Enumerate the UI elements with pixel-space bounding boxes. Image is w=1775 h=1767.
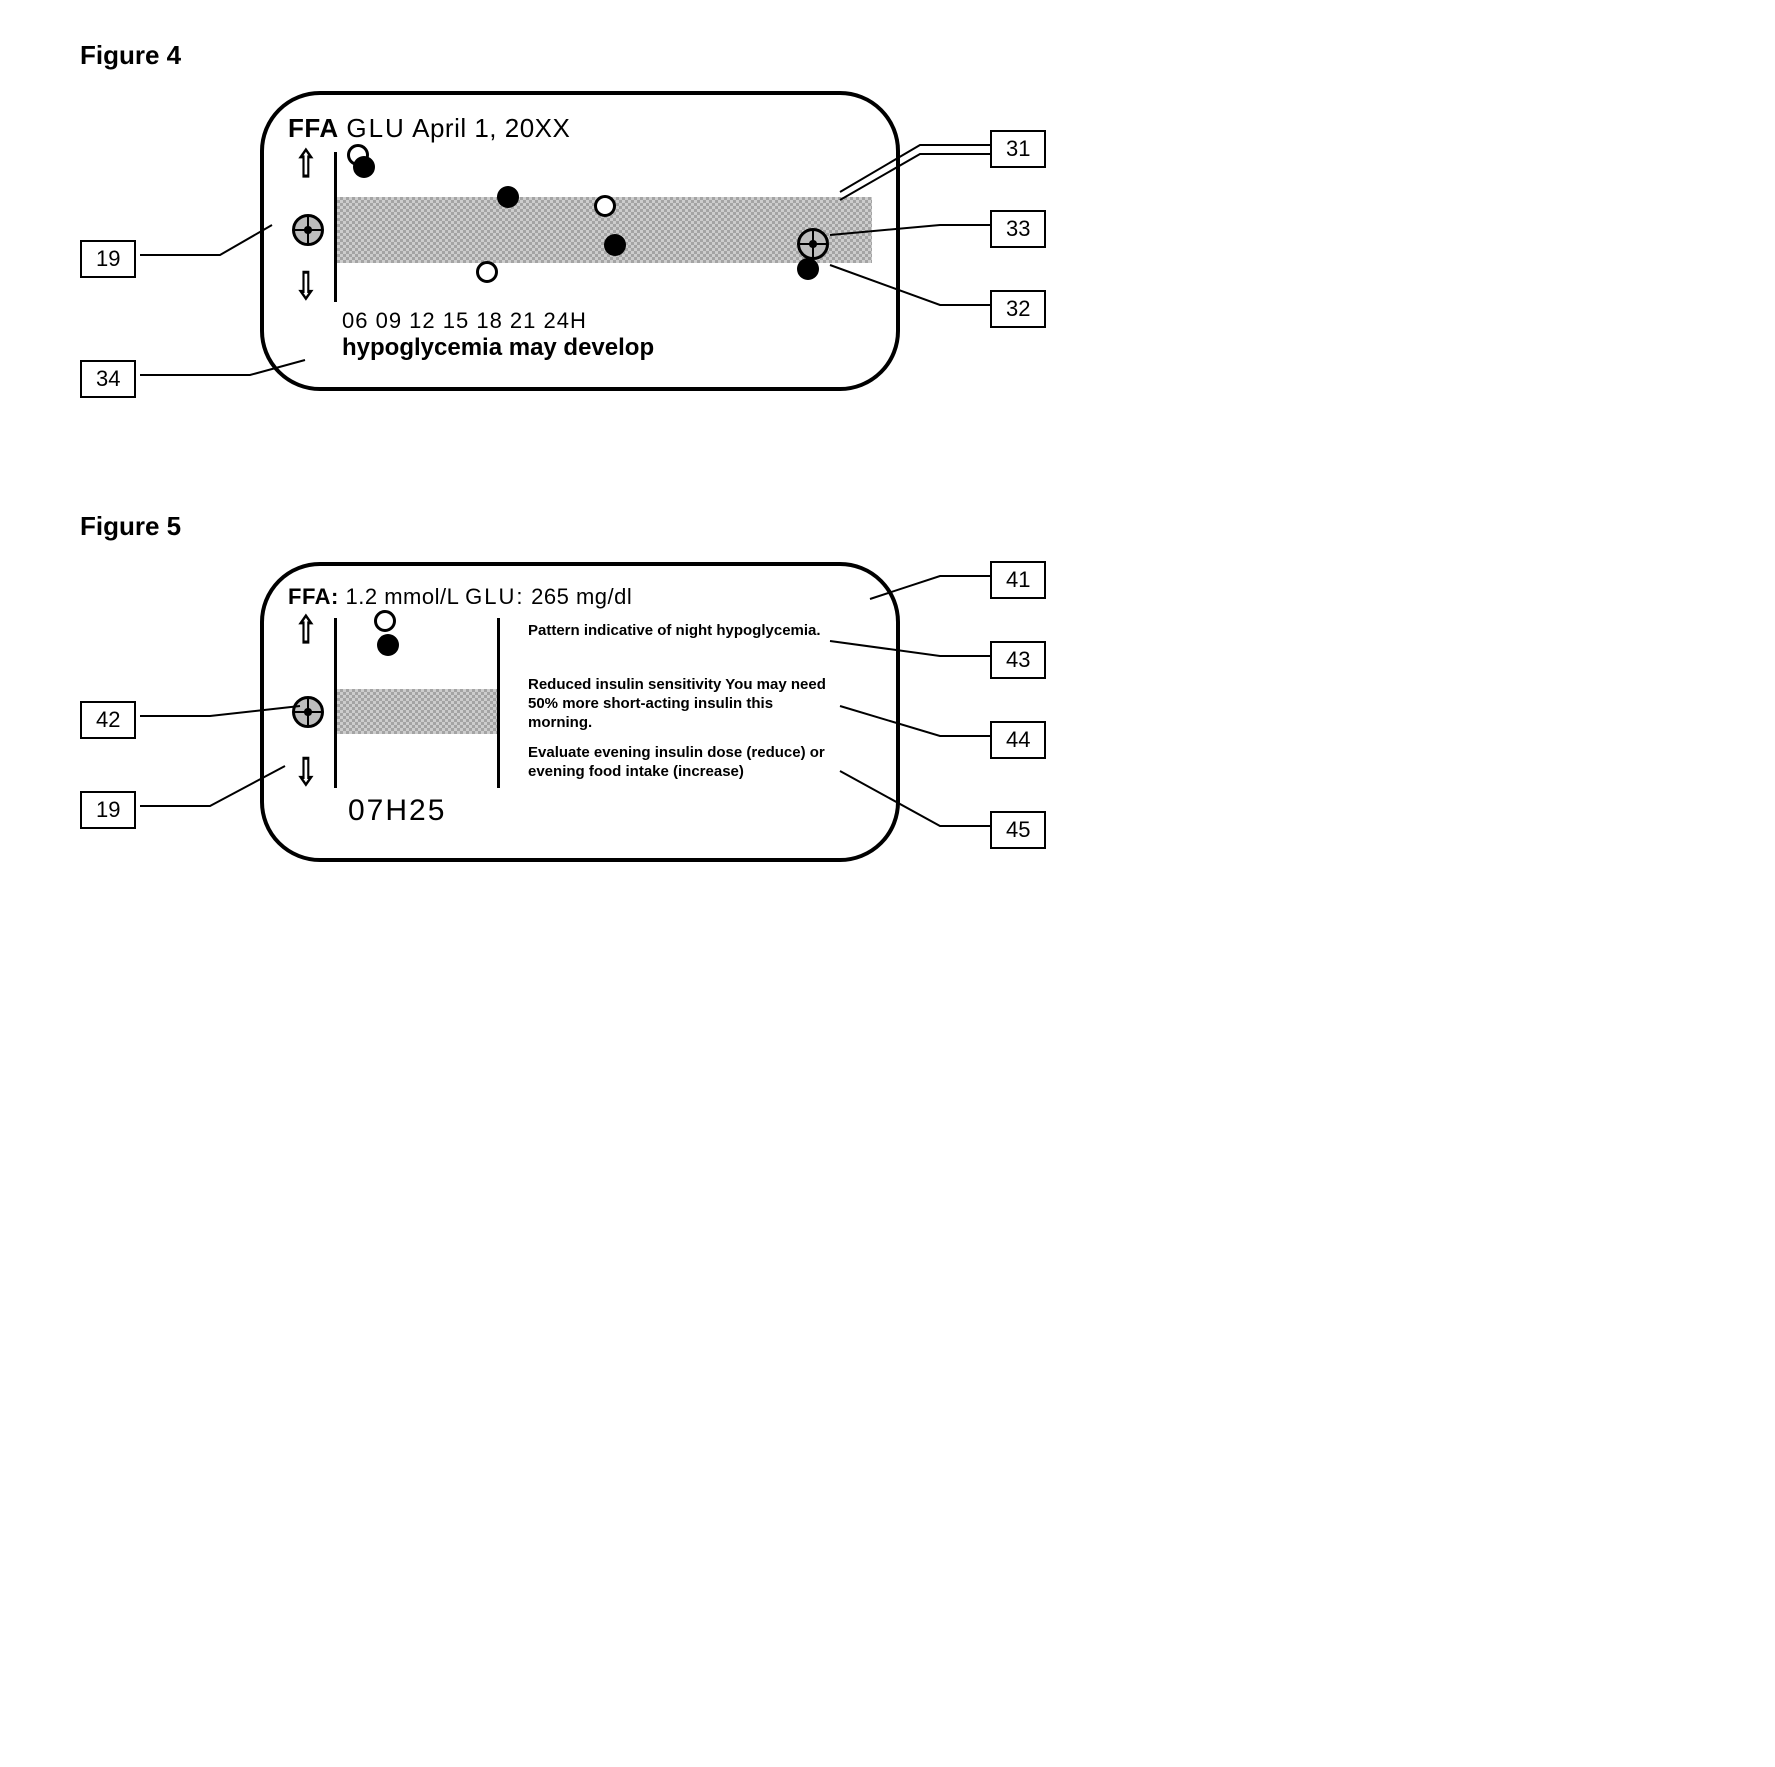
callout-41: 41: [990, 561, 1046, 599]
arrow-col: ⇧ ⇩: [288, 152, 328, 302]
target-icon: [292, 696, 324, 728]
data-point: [594, 195, 616, 217]
time-label: 07H25: [348, 794, 872, 828]
device-screen-fig5: FFA: 1.2 mmol/L GLU: 265 mg/dl ⇧ ⇩ Patte…: [260, 562, 900, 862]
glu-label5: GLU:: [465, 584, 524, 609]
callout-34: 34: [80, 360, 136, 398]
arrow-up-icon: ⇧: [295, 146, 317, 184]
arrow-up-icon: ⇧: [295, 612, 317, 650]
advice-45: Evaluate evening insulin dose (reduce) o…: [528, 744, 828, 782]
callout-45: 45: [990, 811, 1046, 849]
ffa-label5: FFA:: [288, 584, 339, 609]
figure-4-block: Figure 4 FFA GLU April 1, 20XX ⇧ ⇩ 06 09…: [40, 40, 1140, 391]
data-point: [797, 228, 829, 260]
device-screen-fig4: FFA GLU April 1, 20XX ⇧ ⇩ 06 09 12 15 18…: [260, 91, 900, 391]
callout-44: 44: [990, 721, 1046, 759]
arrow-down-icon: ⇩: [295, 754, 317, 792]
callout-42: 42: [80, 701, 136, 739]
plot-area-fig5: [334, 618, 500, 788]
callout-43: 43: [990, 641, 1046, 679]
glu-label: GLU: [346, 113, 405, 143]
chart-fig4: ⇧ ⇩: [288, 152, 872, 302]
callout-19: 19: [80, 240, 136, 278]
data-point: [377, 634, 399, 656]
x-axis-labels: 06 09 12 15 18 21 24H: [342, 308, 872, 334]
glu-value: 265 mg/dl: [531, 584, 632, 609]
callout-32: 32: [990, 290, 1046, 328]
plot-area-fig4: [334, 152, 872, 302]
callout-19b: 19: [80, 791, 136, 829]
callout-33: 33: [990, 210, 1046, 248]
data-point: [374, 610, 396, 632]
normal-band5: [337, 689, 497, 733]
callout-31: 31: [990, 130, 1046, 168]
target-icon: [292, 214, 324, 246]
advice-44: Reduced insulin sensitivity You may need…: [528, 676, 828, 732]
data-point: [353, 156, 375, 178]
ffa-value: 1.2 mmol/L: [346, 584, 459, 609]
chart-fig5: ⇧ ⇩ Pattern indicative of night hypoglyc…: [288, 618, 872, 788]
data-point: [476, 261, 498, 283]
arrow-down-icon: ⇩: [295, 268, 317, 306]
header-fig5: FFA: 1.2 mmol/L GLU: 265 mg/dl: [288, 584, 872, 610]
advice-43: Pattern indicative of night hypoglycemia…: [528, 622, 828, 641]
ffa-label: FFA: [288, 113, 339, 143]
arrow-col5: ⇧ ⇩: [288, 618, 328, 788]
date-label: April 1, 20XX: [412, 113, 570, 143]
header-fig4: FFA GLU April 1, 20XX: [288, 113, 872, 144]
data-point: [797, 258, 819, 280]
figure-4-title: Figure 4: [80, 40, 1140, 71]
figure-5-block: Figure 5 FFA: 1.2 mmol/L GLU: 265 mg/dl …: [40, 511, 1140, 862]
warning-message: hypoglycemia may develop: [342, 334, 872, 362]
figure-5-title: Figure 5: [80, 511, 1140, 542]
